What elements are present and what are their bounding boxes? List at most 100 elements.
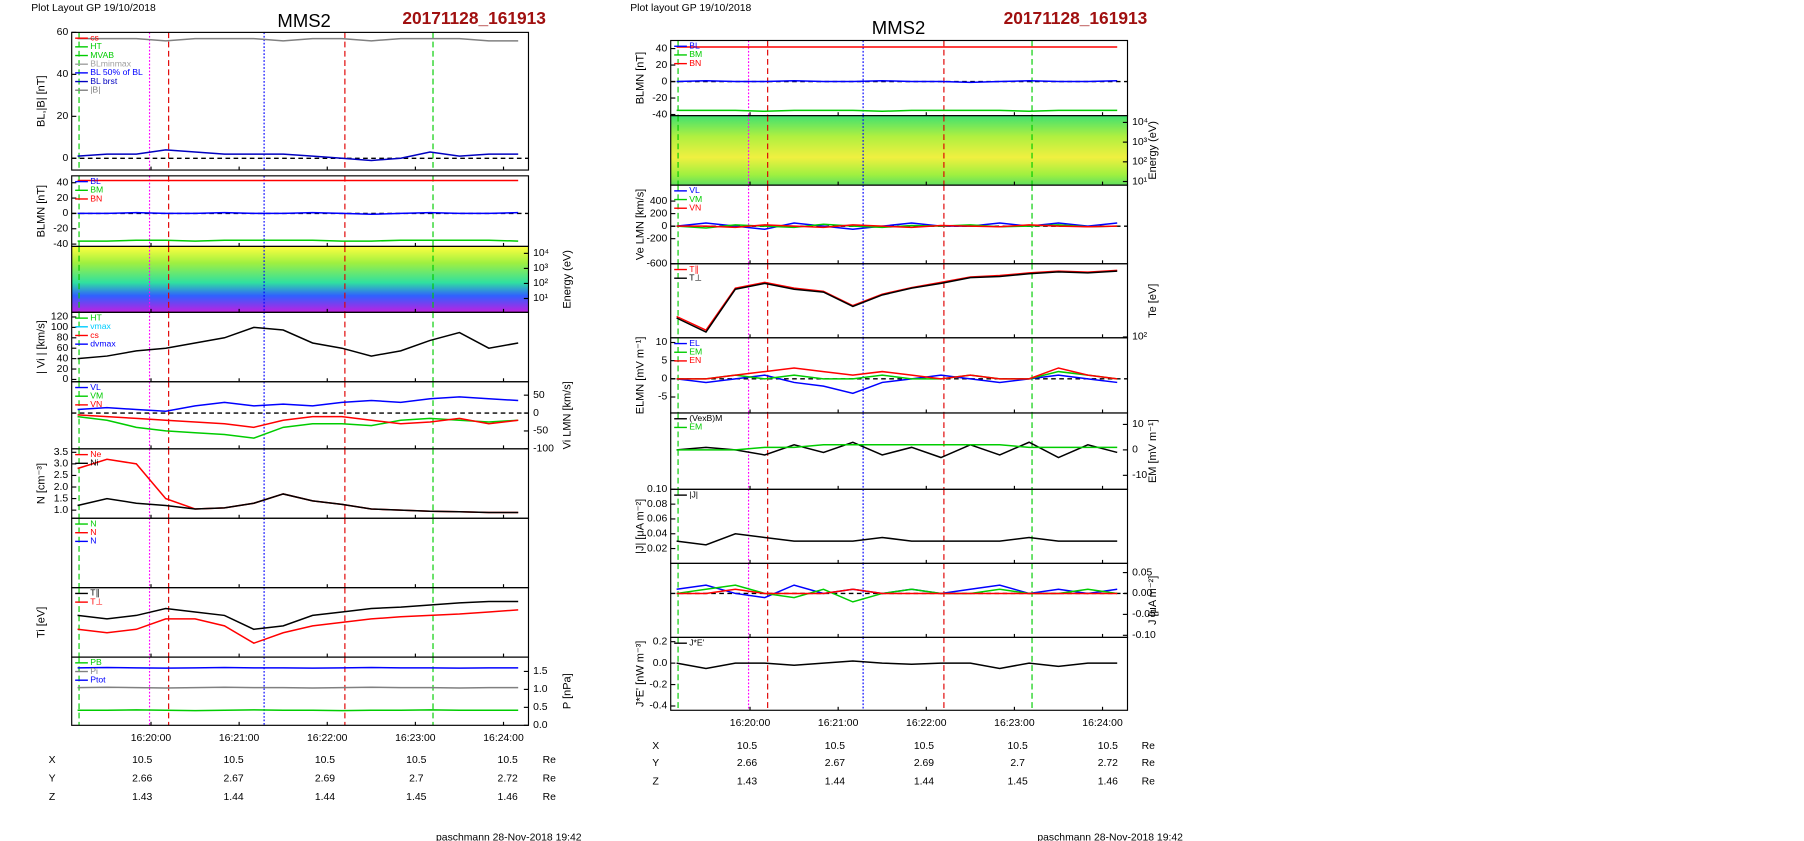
y-tick-label: -40: [652, 109, 667, 120]
series-line: [77, 686, 519, 689]
y-tick-label: 10¹: [533, 293, 549, 304]
legend-label: T∥: [689, 264, 699, 274]
orbit-value: 10.5: [498, 755, 518, 766]
x-tick-label: 16:20:00: [730, 718, 771, 729]
legend-label: VM: [689, 194, 702, 204]
y-tick-label: 10²: [1132, 157, 1148, 168]
series-line: [77, 609, 519, 645]
y-tick-label: -100: [533, 444, 554, 455]
y-axis-label: Ve LMN [km/s]: [635, 189, 647, 260]
legend-label: Ne: [90, 449, 101, 459]
y-tick-label: -0.05: [1132, 609, 1156, 620]
event-id: 20171128_161913: [1004, 8, 1148, 28]
y-axis-label: BLMN [nT]: [635, 52, 647, 104]
orbit-value: 2.72: [498, 773, 518, 784]
orbit-value: 1.46: [498, 792, 518, 803]
legend-label: BL: [90, 176, 101, 186]
legend-label: VL: [689, 185, 700, 195]
legend-label: MVAB: [90, 50, 114, 60]
y-tick-label: 120: [51, 312, 69, 323]
y-axis-label: BL,|B| [nT]: [36, 76, 48, 127]
panel-frame: [71, 175, 530, 247]
orbit-value: 1.44: [223, 792, 243, 803]
panel-frame: [71, 587, 530, 658]
legend-label: HT: [90, 41, 102, 51]
legend-label: (VexB)M: [689, 413, 722, 423]
spacecraft: MMS2: [872, 17, 925, 38]
panel-frame: [670, 488, 1129, 564]
x-tick-label: 16:22:00: [906, 718, 947, 729]
y-axis-label: | Vi | [km/s]: [36, 320, 48, 374]
orbit-value: 10.5: [223, 755, 243, 766]
legend-label: VN: [689, 203, 701, 213]
y-tick-label: 10³: [1132, 137, 1148, 148]
legend-label: N: [90, 536, 96, 546]
y-tick-label: 200: [650, 208, 668, 219]
orbit-value: 2.67: [825, 758, 845, 769]
legend-label: cs: [90, 330, 99, 340]
y-tick-label: 50: [533, 390, 545, 401]
legend-label: PB: [90, 657, 102, 667]
y-tick-label: 0.0: [533, 720, 548, 731]
y-tick-label: -600: [646, 259, 667, 270]
y-axis-label: Vi LMN [km/s]: [562, 381, 574, 449]
orbit-value: 2.7: [1010, 758, 1025, 769]
y-tick-label: 10¹: [1132, 176, 1148, 187]
orbit-value: 1.44: [825, 777, 845, 788]
orbit-value: 1.45: [406, 792, 426, 803]
y-tick-label: 1.5: [533, 666, 548, 677]
series-line: [77, 326, 519, 360]
y-tick-label: 10⁴: [533, 248, 549, 259]
footer: paschmann 28-Nov-2018 19:42: [436, 832, 582, 841]
legend-label: BL 50% of BL: [90, 67, 143, 77]
y-axis-label: Energy (eV): [562, 250, 574, 309]
legend-label: EM: [689, 422, 702, 432]
series-line: [676, 109, 1118, 113]
series-line: [77, 709, 519, 712]
y-tick-label: -0.10: [1132, 630, 1156, 641]
y-tick-label: 1.0: [54, 505, 69, 516]
y-tick-label: -0.4: [649, 701, 667, 712]
y-tick-label: 20: [57, 193, 69, 204]
y-axis-label: J [μA m⁻²]: [1147, 576, 1159, 625]
series-line: [77, 396, 519, 413]
orbit-value: 10.5: [737, 741, 757, 752]
y-tick-label: 0.5: [533, 702, 548, 713]
legend-label: BN: [689, 58, 701, 68]
legend-label: BL: [689, 41, 700, 51]
legend-label: cs: [90, 32, 99, 42]
x-tick-label: 16:22:00: [307, 733, 348, 744]
x-tick-label: 16:20:00: [131, 733, 172, 744]
legend-label: Pi: [90, 666, 98, 676]
y-tick-label: 80: [57, 333, 69, 344]
orbit-value: 2.67: [223, 773, 243, 784]
series-line: [676, 441, 1118, 459]
orbit-value: 10.5: [914, 741, 934, 752]
x-tick-label: 16:24:00: [483, 733, 524, 744]
orbit-unit: Re: [543, 755, 557, 766]
orbit-label: Y: [652, 758, 659, 769]
x-tick-label: 16:23:00: [994, 718, 1035, 729]
y-axis-label: J*E' [nW m⁻³]: [635, 641, 647, 707]
y-tick-label: 0: [1132, 445, 1138, 456]
series-line: [77, 37, 519, 42]
orbit-value: 1.44: [914, 777, 934, 788]
orbit-label: Z: [49, 792, 56, 803]
x-tick-label: 16:23:00: [395, 733, 436, 744]
y-tick-label: 0: [62, 153, 68, 164]
y-tick-label: 2.0: [54, 482, 69, 493]
spectrogram: [71, 246, 529, 313]
legend-label: BLminmax: [90, 58, 132, 68]
y-tick-label: 60: [57, 27, 69, 38]
legend-label: N: [90, 527, 96, 537]
y-tick-label: 10²: [1132, 332, 1148, 343]
y-axis-label: Te [eV]: [1147, 284, 1159, 318]
y-tick-label: 1.0: [533, 684, 548, 695]
legend-label: EM: [689, 347, 702, 357]
legend-label: VL: [90, 382, 101, 392]
orbit-label: Y: [49, 773, 56, 784]
y-tick-label: -20: [53, 224, 68, 235]
series-line: [77, 666, 519, 669]
